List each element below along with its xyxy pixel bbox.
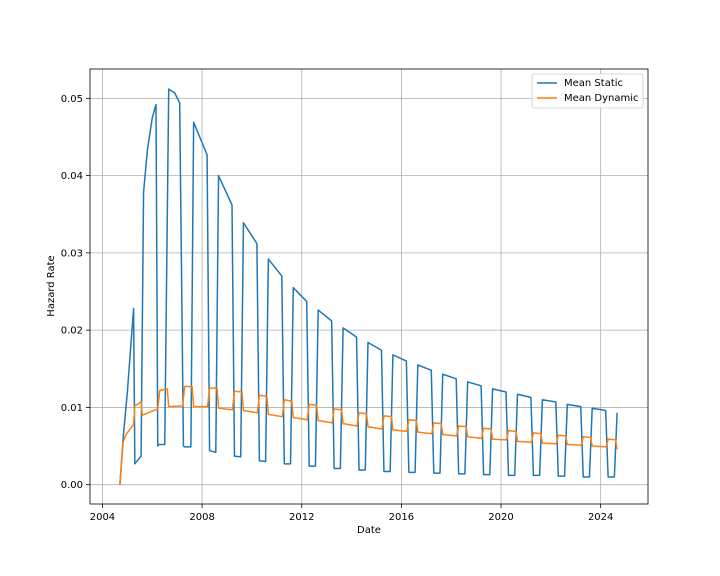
series-line-mean-dynamic [119, 385, 618, 485]
series-lines [119, 88, 618, 485]
legend-label-mean-dynamic: Mean Dynamic [564, 93, 639, 104]
x-tick-label: 2020 [488, 512, 513, 523]
x-tick-label: 2004 [90, 512, 115, 523]
y-tick-label: 0.01 [61, 403, 83, 414]
y-tick-label: 0.05 [61, 94, 83, 105]
y-tick-label: 0.04 [61, 171, 83, 182]
x-tick-label: 2024 [588, 512, 613, 523]
legend-box [531, 73, 644, 109]
y-tick-label: 0.02 [61, 326, 83, 337]
plot-area-frame [89, 68, 649, 505]
y-axis-label: Hazard Rate [46, 255, 57, 316]
y-tick-label: 0.03 [61, 248, 83, 259]
x-tick-label: 2012 [289, 512, 314, 523]
legend: Mean Static Mean Dynamic [531, 73, 644, 109]
series-line-mean-static [119, 88, 618, 485]
axis-ticks: 2004 2008 2012 2016 2020 2024 0.00 0.01 0.02 0.03… [61, 94, 614, 523]
x-axis-label: Date [357, 525, 381, 536]
legend-label-mean-static: Mean Static [564, 78, 623, 89]
y-tick-label: 0.00 [61, 480, 83, 491]
x-tick-label: 2016 [389, 512, 414, 523]
x-tick-label: 2008 [189, 512, 214, 523]
